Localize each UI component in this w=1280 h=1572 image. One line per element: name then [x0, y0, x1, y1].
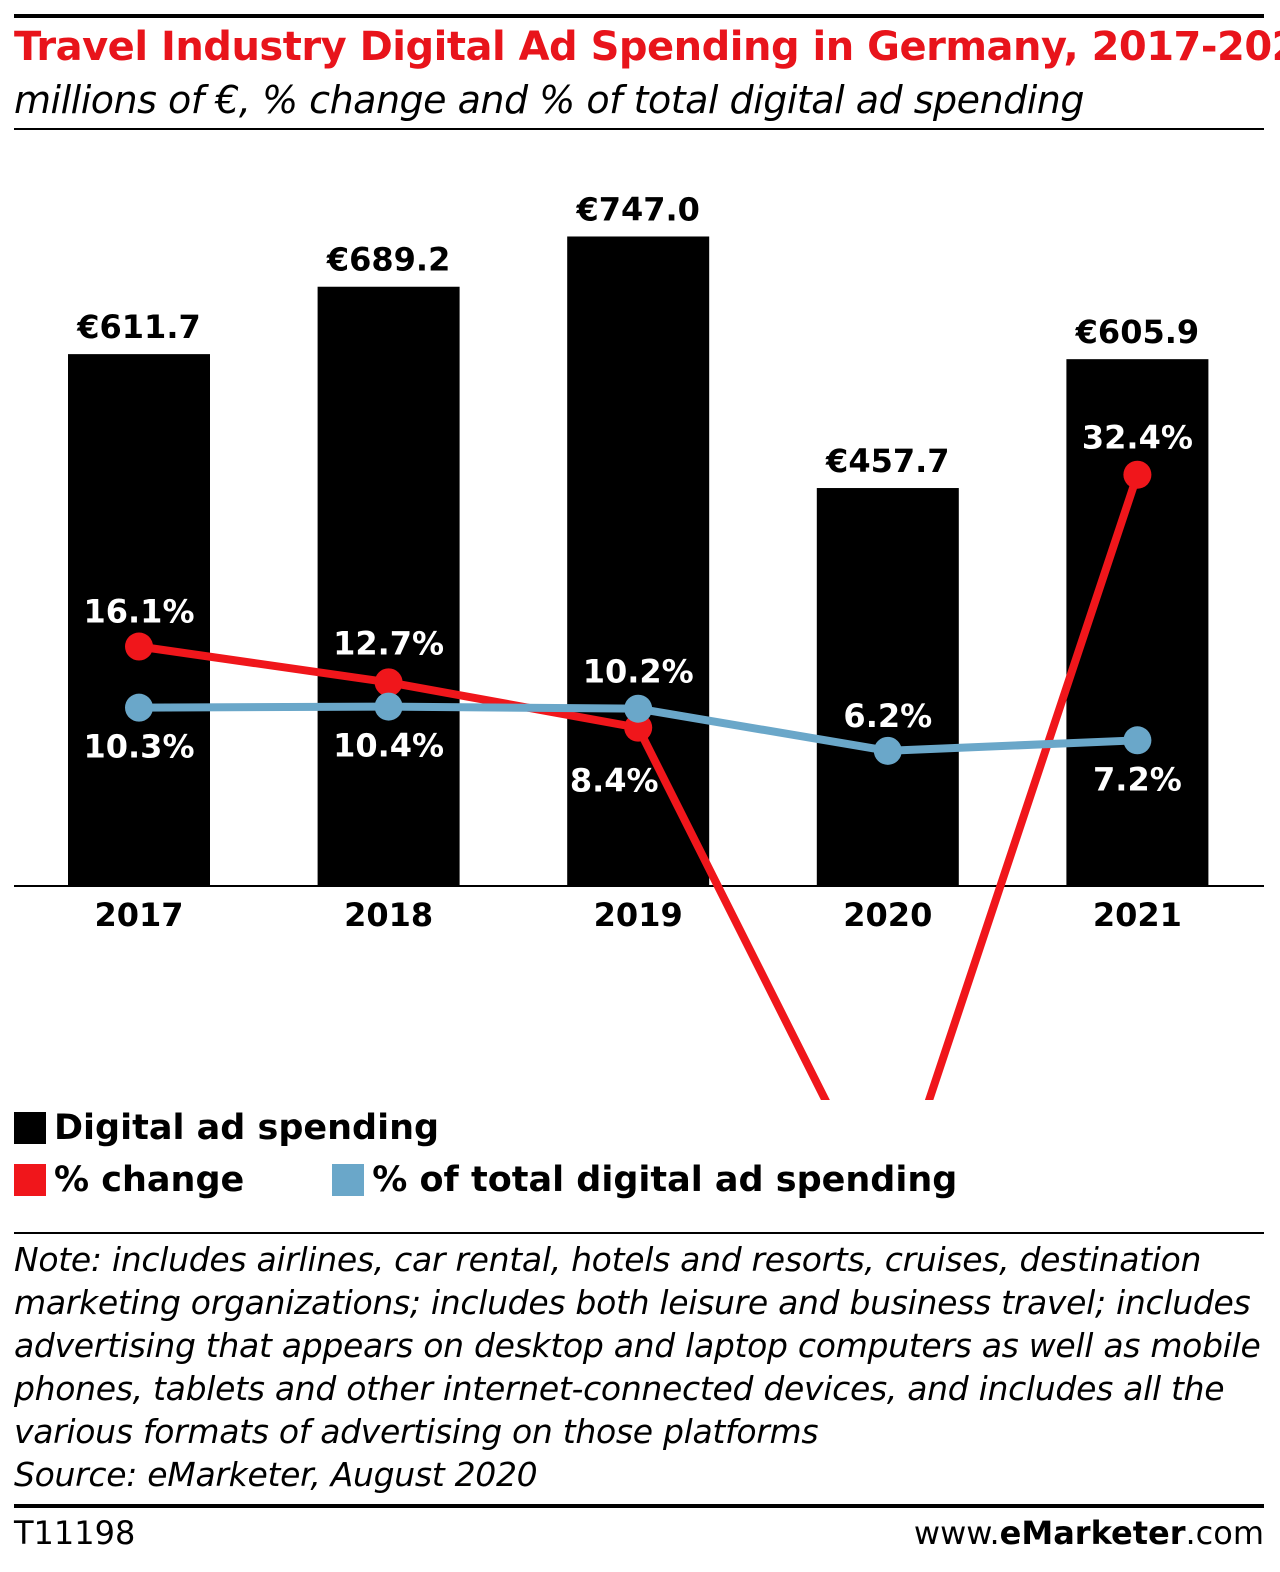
change-label-2019: 8.4%	[570, 762, 659, 800]
top-rule	[14, 14, 1264, 18]
share-point-2019	[624, 694, 653, 723]
share-label-2017: 10.3%	[83, 728, 194, 766]
share-point-2020	[873, 736, 902, 765]
brand-prefix: www.	[913, 1514, 1000, 1552]
brand-name: eMarketer	[999, 1514, 1186, 1552]
note-block: Note: includes airlines, car rental, hot…	[14, 1238, 1264, 1496]
source-text: Source: eMarketer, August 2020	[14, 1455, 538, 1494]
bar-value-label-2019: €747.0	[575, 190, 699, 228]
lines-layer	[125, 460, 1152, 1100]
legend-label-change: % change	[54, 1160, 245, 1200]
legend-swatch-share	[332, 1164, 365, 1196]
share-point-2017	[125, 693, 153, 722]
x-tick-label-2017: 2017	[94, 896, 183, 934]
brand-suffix: .com	[1185, 1514, 1264, 1552]
change-point-2017	[125, 632, 153, 661]
share-label-2020: 6.2%	[843, 697, 932, 735]
chart-title: Travel Industry Digital Ad Spending in G…	[14, 24, 1280, 70]
bar-value-label-2018: €689.2	[326, 241, 450, 279]
change-point-2021	[1123, 460, 1152, 489]
share-point-2021	[1123, 726, 1152, 755]
bar-2018	[317, 286, 460, 886]
legend-row-2: % change % of total digital ad spending	[14, 1160, 957, 1200]
bar-2020	[816, 488, 959, 886]
x-tick-label-2020: 2020	[843, 896, 932, 934]
bar-2017	[68, 354, 210, 886]
chart-id: T11198	[14, 1514, 136, 1552]
note-text: Note: includes airlines, car rental, hot…	[14, 1240, 1261, 1451]
share-label-2021: 7.2%	[1093, 760, 1182, 798]
change-label-2021: 32.4%	[1082, 419, 1193, 457]
chart-subtitle: millions of €, % change and % of total d…	[14, 78, 1084, 122]
bar-value-label-2017: €611.7	[76, 308, 200, 346]
header-rule	[14, 128, 1264, 130]
x-tick-label-2021: 2021	[1093, 896, 1182, 934]
bar-value-label-2020: €457.7	[825, 442, 949, 480]
legend-label-spending: Digital ad spending	[54, 1108, 440, 1148]
bar-2019	[567, 236, 710, 886]
legend-swatch-change	[14, 1164, 46, 1196]
share-label-2018: 10.4%	[333, 727, 444, 765]
share-label-2019: 10.2%	[583, 653, 694, 691]
share-point-2018	[374, 692, 403, 721]
change-label-2017: 16.1%	[83, 593, 194, 631]
change-label-2018: 12.7%	[333, 624, 444, 662]
data-labels: €611.7 €689.2 €747.0 €457.7 €605.9 16.1% 12.7%…	[76, 190, 1199, 800]
note-rule	[14, 1232, 1264, 1234]
x-tick-label-2019: 2019	[594, 896, 683, 934]
brand-url: www.eMarketer.com	[914, 1514, 1264, 1552]
x-tick-label-2018: 2018	[344, 896, 433, 934]
x-tick-labels: 2017 2018 2019 2020 2021	[94, 896, 1181, 934]
change-point-2018	[374, 668, 403, 697]
footer-rule	[14, 1504, 1264, 1508]
legend-row-1: Digital ad spending	[14, 1108, 439, 1148]
combo-chart: 2017 2018 2019 2020 2021 €611.7€689.2€747.0€…	[14, 190, 1264, 1100]
legend-label-share: % of total digital ad spending	[372, 1160, 958, 1200]
legend-swatch-spending	[14, 1112, 46, 1144]
bar-value-label-2021: €605.9	[1075, 313, 1199, 351]
